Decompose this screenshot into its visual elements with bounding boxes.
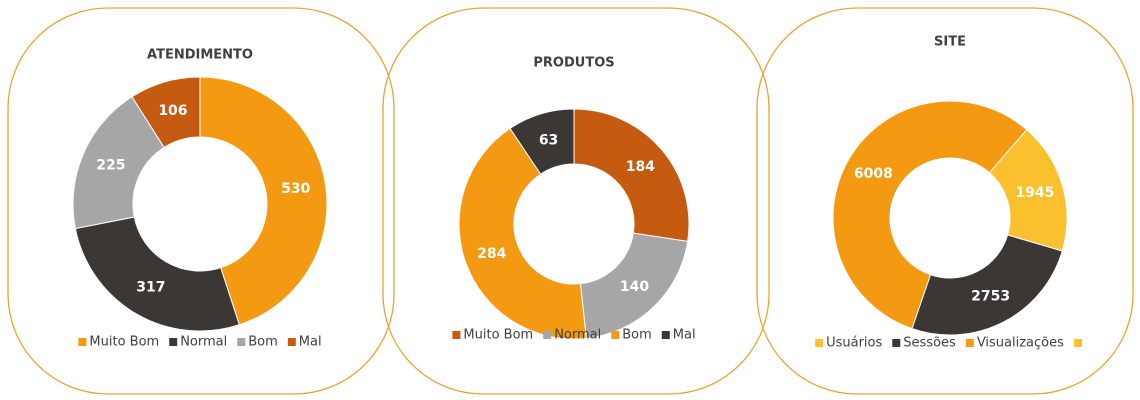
chart-title: PRODUTOS [533, 56, 614, 71]
legend-marker [452, 331, 461, 339]
legend-label: Normal [554, 328, 601, 343]
legend-marker [892, 339, 901, 347]
donut-slice [74, 216, 240, 332]
donut-slice [458, 127, 587, 340]
legend-marker [1073, 339, 1082, 347]
legend-marker [965, 339, 974, 347]
legend-label: Sessões [903, 336, 956, 351]
donut-slice [199, 76, 328, 326]
legend-marker [78, 338, 87, 346]
legend-marker [611, 331, 620, 339]
legend-marker [815, 339, 824, 347]
donut-slice [573, 108, 690, 243]
data-label: 530 [281, 181, 310, 197]
data-label: 63 [539, 132, 558, 148]
data-label: 1945 [1015, 185, 1054, 201]
panel [756, 7, 1134, 395]
donut-slice [131, 76, 201, 149]
donut-slice [72, 96, 165, 230]
legend-marker [237, 338, 246, 346]
legend-marker [661, 331, 670, 339]
panel [7, 7, 395, 395]
legend-label: Muito Bom [89, 335, 159, 350]
data-label: 6008 [854, 166, 893, 182]
legend-label: Bom [248, 335, 278, 350]
legend-marker [543, 331, 552, 339]
chart-title: ATENDIMENTO [147, 48, 253, 63]
donut-slice [509, 108, 575, 175]
data-label: 2753 [971, 289, 1010, 305]
donut-slice [911, 234, 1063, 336]
legend-marker [169, 338, 178, 346]
data-label: 106 [158, 103, 187, 119]
legend-label: Mal [299, 335, 322, 350]
data-label: 140 [620, 279, 649, 295]
legend-label: Bom [622, 328, 652, 343]
legend-label: Normal [180, 335, 227, 350]
panel [382, 7, 770, 395]
data-label: 284 [477, 246, 506, 262]
data-label: 317 [136, 280, 165, 296]
chart-title: SITE [934, 35, 966, 50]
legend-marker [287, 338, 296, 346]
legend-label: Muito Bom [463, 328, 533, 343]
legend-label: Usuários [826, 336, 882, 351]
legend-label: Visualizações [977, 336, 1064, 351]
data-label: 225 [96, 158, 125, 174]
data-label: 184 [626, 159, 655, 175]
donut-slice [832, 100, 1028, 330]
legend-label: Mal [673, 328, 696, 343]
